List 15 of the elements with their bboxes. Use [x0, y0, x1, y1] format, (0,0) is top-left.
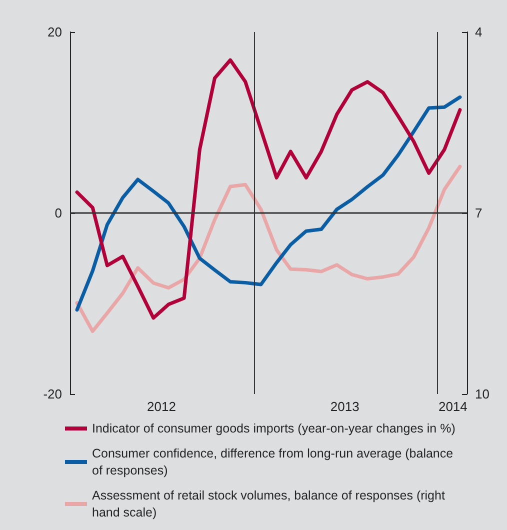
y2-tick-label: 4	[475, 24, 482, 40]
y-tick-label: 20	[48, 24, 62, 40]
y-tick-label: 0	[54, 206, 62, 220]
y2-tick-label: 10	[475, 386, 490, 402]
line-series	[75, 58, 462, 320]
y-tick-label: -20	[43, 386, 62, 402]
x-tick-label: 2014	[438, 399, 468, 414]
line-series	[75, 95, 462, 312]
legend-label: Consumer confidence, difference from long-run average (balance of responses)	[92, 446, 457, 478]
y2-tick-label: 7	[475, 206, 482, 220]
legend-label: Assessment of retail stock volumes, balance of responses (right hand scale)	[92, 488, 448, 520]
x-tick-label: 2012	[147, 399, 176, 414]
line-series	[75, 164, 462, 334]
legend-label: Indicator of consumer goods imports (year-on-year changes in %)	[92, 422, 456, 436]
x-tick-label: 2013	[330, 399, 360, 414]
